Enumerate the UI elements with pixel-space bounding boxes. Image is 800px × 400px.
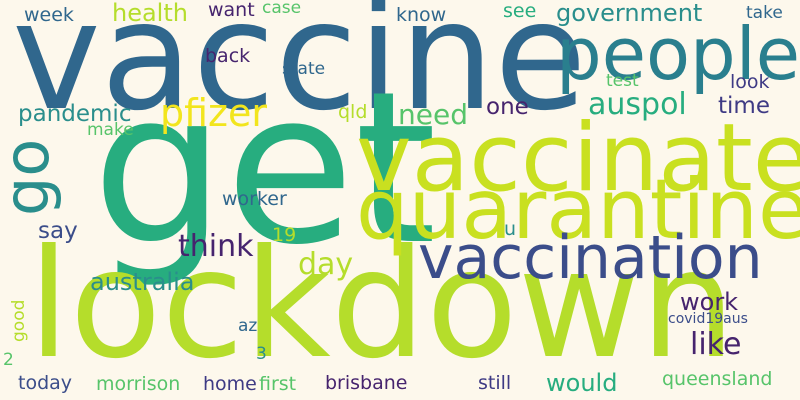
word-first: first (259, 373, 297, 395)
word-see: see (503, 0, 537, 22)
word-queensland: queensland (662, 368, 773, 390)
word-qld: qld (338, 101, 368, 123)
word-week: week (24, 4, 74, 26)
word-morrison: morrison (96, 373, 181, 395)
word-vaccinate: vaccinate (356, 104, 800, 213)
word-time: time (718, 93, 770, 119)
word-u: u (504, 218, 517, 240)
word-day: day (298, 247, 354, 282)
word-case: case (262, 0, 302, 18)
word-would: would (546, 369, 618, 397)
word-one: one (486, 94, 529, 120)
word-back: back (205, 45, 251, 67)
word-people: people (556, 12, 800, 96)
word-quarantine: quarantine (356, 161, 800, 258)
word-like: like (690, 327, 742, 362)
word-brisbane: brisbane (325, 372, 408, 394)
word-health: health (112, 0, 188, 27)
word-work: work (680, 288, 739, 316)
word-look: look (730, 71, 770, 93)
word-az: az (238, 316, 258, 336)
word-pandemic: pandemic (18, 101, 132, 127)
word-today: today (18, 372, 73, 394)
word-home: home (203, 373, 257, 395)
word-test: test (606, 71, 639, 91)
word-19: 19 (272, 224, 297, 246)
word-know: know (396, 4, 447, 26)
word-good: good (9, 299, 29, 342)
word-get: get (92, 46, 437, 291)
word-3: 3 (256, 344, 267, 364)
word-government: government (556, 0, 703, 27)
word-take: take (746, 3, 783, 23)
word-australia: australia (90, 268, 195, 296)
word-want: want (208, 0, 255, 21)
word-state: state (282, 59, 326, 79)
word-covid19aus: covid19aus (668, 311, 748, 327)
word-auspol: auspol (588, 87, 687, 122)
word-vaccination: vaccination (418, 223, 763, 293)
word-vaccine: vaccine (12, 0, 587, 144)
word-think: think (178, 229, 254, 264)
word-need: need (398, 98, 468, 131)
word-pfizer: pfizer (160, 91, 268, 135)
word-still: still (478, 372, 512, 394)
word-worker: worker (222, 188, 287, 210)
word-say: say (38, 218, 78, 244)
word-lockdown: lockdown (28, 218, 736, 392)
word-make: make (87, 120, 134, 140)
word-2: 2 (3, 350, 14, 370)
word-go: go (0, 138, 63, 216)
